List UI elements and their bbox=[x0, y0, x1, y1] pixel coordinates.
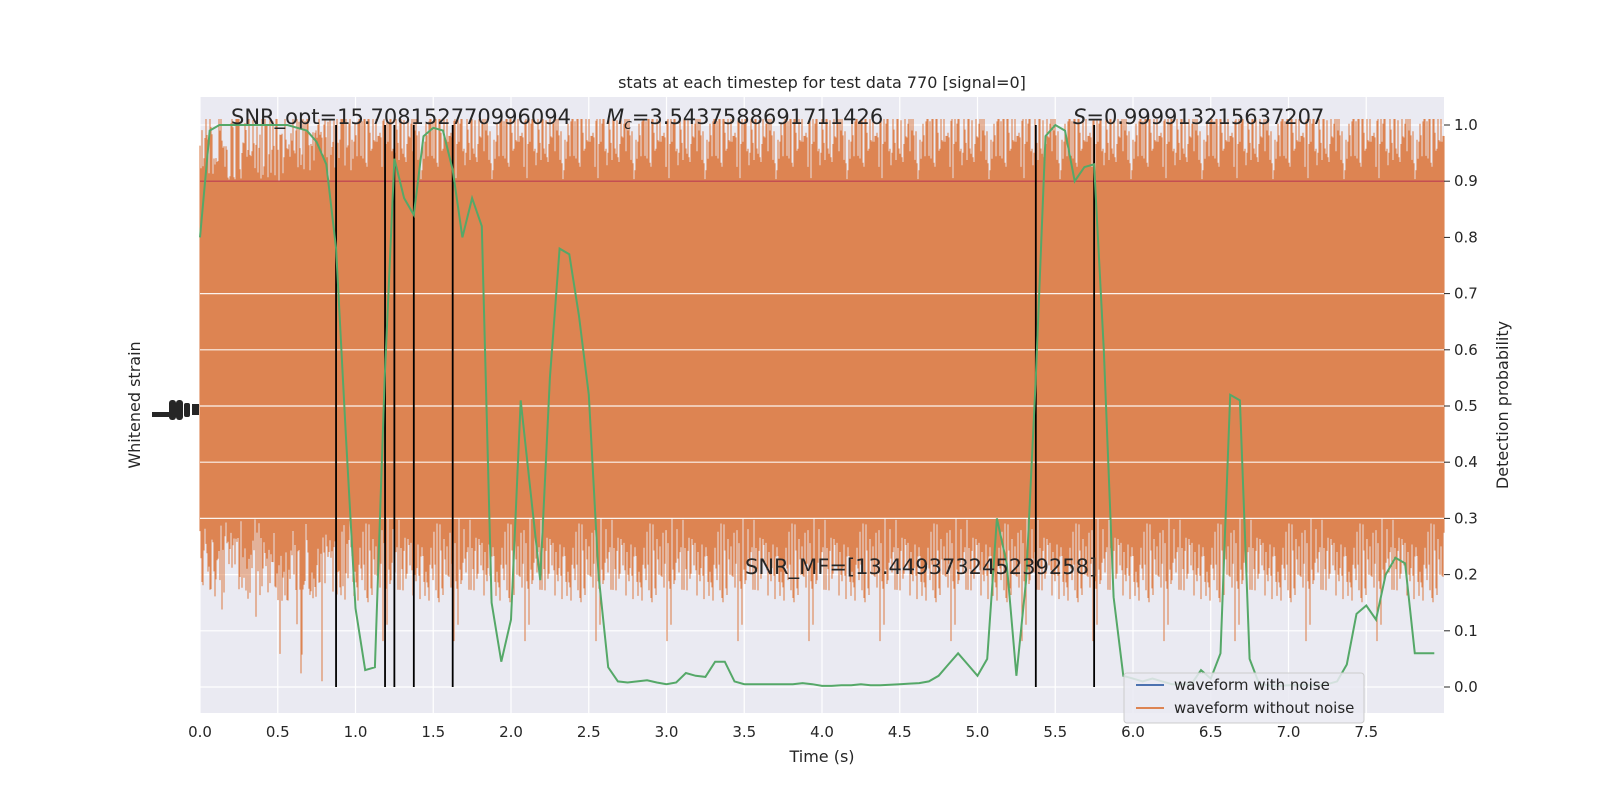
x-tick-label: 6.0 bbox=[1121, 723, 1145, 741]
y-tick-label: 0.6 bbox=[1454, 341, 1478, 359]
chart-title: stats at each timestep for test data 770… bbox=[618, 73, 1026, 92]
x-tick-label: 0.0 bbox=[188, 723, 212, 741]
detection-probability-line bbox=[199, 123, 1435, 687]
x-tick-label: 0.5 bbox=[266, 723, 290, 741]
x-axis-label: Time (s) bbox=[788, 747, 854, 766]
legend: waveform with noise waveform without noi… bbox=[1123, 672, 1365, 724]
y-tick-label: 0.5 bbox=[1454, 397, 1478, 415]
s-annotation: S=0.999913215637207 bbox=[1073, 105, 1324, 129]
y-tick-label: 0.4 bbox=[1454, 453, 1478, 471]
y-tick-label: 1.0 bbox=[1454, 116, 1478, 134]
legend-box bbox=[1123, 672, 1365, 724]
x-tick-label: 4.0 bbox=[810, 723, 834, 741]
chirp-mass-subscript: c bbox=[624, 117, 632, 133]
y-axis-label-left: Whitened strain bbox=[125, 341, 144, 468]
x-tick-label: 3.5 bbox=[732, 723, 756, 741]
s-symbol: S bbox=[1073, 105, 1086, 129]
y-tick-label: 0.1 bbox=[1454, 622, 1478, 640]
chirp-mass-symbol: M bbox=[606, 105, 624, 129]
y-right-ticks: 0.0 0.1 0.2 0.3 0.4 0.5 0.6 0.7 0.8 0.9 1.0 bbox=[1444, 116, 1478, 696]
x-tick-label: 3.0 bbox=[655, 723, 679, 741]
x-tick-label: 5.5 bbox=[1043, 723, 1067, 741]
x-tick-label: 5.0 bbox=[966, 723, 990, 741]
snr-opt-annotation: SNR_opt=15.708152770996094 bbox=[231, 105, 571, 130]
y-tick-label: 0.2 bbox=[1454, 566, 1478, 584]
y-tick-label: 0.7 bbox=[1454, 285, 1478, 303]
x-tick-label: 6.5 bbox=[1199, 723, 1223, 741]
event-lines bbox=[335, 125, 1096, 687]
y-tick-label: 0.3 bbox=[1454, 509, 1478, 527]
x-tick-label: 2.5 bbox=[577, 723, 601, 741]
x-tick-label: 1.5 bbox=[421, 723, 445, 741]
y-axis-label-right: Detection probability bbox=[1493, 321, 1512, 489]
s-value: =0.999913215637207 bbox=[1086, 105, 1324, 129]
legend-label-with-noise: waveform with noise bbox=[1174, 676, 1330, 694]
legend-label-without-noise: waveform without noise bbox=[1174, 699, 1354, 717]
x-tick-label: 7.0 bbox=[1277, 723, 1301, 741]
y-tick-label: 0.9 bbox=[1454, 172, 1478, 190]
y-tick-label: 0.0 bbox=[1454, 678, 1478, 696]
chirp-mass-annotation: Mc=3.5437588691711426 bbox=[606, 105, 883, 133]
snr-mf-annotation: SNR_MF=[13.449373245239258] bbox=[745, 555, 1097, 580]
detection-series bbox=[199, 123, 1435, 687]
chirp-mass-value: =3.5437588691711426 bbox=[632, 105, 883, 129]
x-tick-label: 2.0 bbox=[499, 723, 523, 741]
x-tick-label: 1.0 bbox=[344, 723, 368, 741]
strain-series bbox=[199, 119, 1445, 682]
x-ticks: 0.0 0.5 1.0 1.5 2.0 2.5 3.0 3.5 4.0 4.5 5.0 5.5 6.0 6… bbox=[188, 723, 1378, 741]
x-tick-label: 4.5 bbox=[888, 723, 912, 741]
x-tick-label: 7.5 bbox=[1354, 723, 1378, 741]
left-tick-clutter bbox=[152, 400, 199, 420]
y-tick-label: 0.8 bbox=[1454, 228, 1478, 246]
